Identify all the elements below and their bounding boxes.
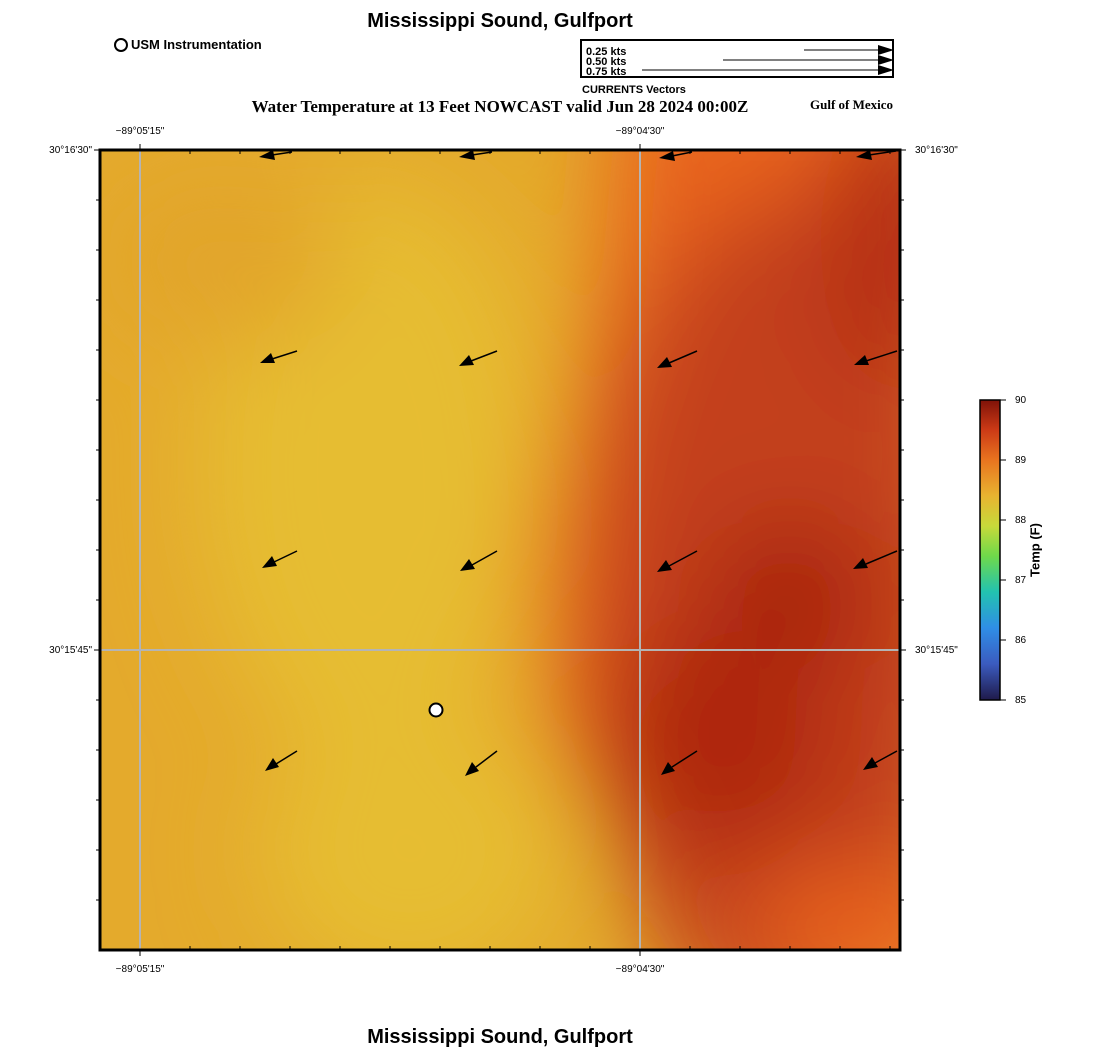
current-vector-arrow xyxy=(661,750,698,775)
instrumentation-legend-icon xyxy=(114,37,128,52)
colorbar-label: Temp (F) xyxy=(1027,523,1043,577)
current-vector-arrow xyxy=(853,550,898,569)
lon-label-top-1: −89°05'15" xyxy=(115,126,165,137)
lon-label-bottom-1: −89°05'15" xyxy=(115,964,165,975)
current-vector-legend-box: 0.25 kts 0.50 kts 0.75 kts xyxy=(580,39,894,78)
vector-legend-arrow-3 xyxy=(642,65,892,75)
vector-legend-label-3: 0.75 kts xyxy=(586,66,627,78)
current-vector-arrow xyxy=(260,350,298,363)
map-gridlines xyxy=(100,150,900,950)
lat-label-right-1: 30°16'30" xyxy=(915,145,958,156)
lat-label-right-2: 30°15'45" xyxy=(915,645,958,656)
colorbar-gradient xyxy=(979,399,1001,701)
vector-legend-arrow-1 xyxy=(804,45,892,55)
instrumentation-legend: USM Instrumentation xyxy=(114,37,262,52)
vector-legend-arrows xyxy=(642,45,892,75)
colorbar-tick-87: 87 xyxy=(1015,575,1027,586)
lat-label-left-1: 30°16'30" xyxy=(49,145,92,156)
instrumentation-legend-label: USM Instrumentation xyxy=(131,37,262,52)
colorbar-tick-85: 85 xyxy=(1015,695,1027,706)
map-title-top: Mississippi Sound, Gulfport xyxy=(367,10,633,32)
current-vector-legend-title: CURRENTS Vectors xyxy=(582,84,686,96)
region-label: Gulf of Mexico xyxy=(810,97,894,112)
vector-legend-label-2: 0.50 kts xyxy=(586,56,627,68)
lon-label-bottom-2: −89°04'30" xyxy=(615,964,665,975)
current-vector-arrow xyxy=(856,150,897,160)
current-vector-arrow xyxy=(863,750,898,770)
map-subtitle: Water Temperature at 13 Feet NOWCAST val… xyxy=(251,97,749,116)
current-vector-arrow xyxy=(259,150,293,160)
colorbar-tick-89: 89 xyxy=(1015,455,1027,466)
map-ticks xyxy=(94,144,906,956)
vector-legend-arrow-2 xyxy=(723,55,892,65)
current-vector-arrow xyxy=(854,350,898,365)
current-vector-arrow xyxy=(657,550,698,572)
lat-label-left-2: 30°15'45" xyxy=(49,645,92,656)
lon-label-top-2: −89°04'30" xyxy=(615,126,665,137)
current-vector-arrow xyxy=(465,750,498,776)
colorbar-tick-90: 90 xyxy=(1015,395,1027,406)
colorbar-tick-88: 88 xyxy=(1015,515,1027,526)
colorbar-tick-86: 86 xyxy=(1015,635,1027,646)
temperature-field xyxy=(100,150,900,950)
current-vector-arrow xyxy=(460,550,498,571)
vector-legend-label-1: 0.25 kts xyxy=(586,46,627,58)
map-title-bottom: Mississippi Sound, Gulfport xyxy=(367,1026,633,1048)
current-vectors xyxy=(259,150,898,776)
current-vector-arrow xyxy=(659,151,693,161)
current-vector-arrow xyxy=(459,350,498,366)
current-vector-arrow xyxy=(459,150,493,160)
current-vector-arrow xyxy=(657,350,698,368)
current-vector-arrow xyxy=(265,750,298,771)
current-vector-arrow xyxy=(262,550,298,568)
colorbar xyxy=(979,399,1006,701)
usm-instrumentation-marker xyxy=(428,702,444,718)
